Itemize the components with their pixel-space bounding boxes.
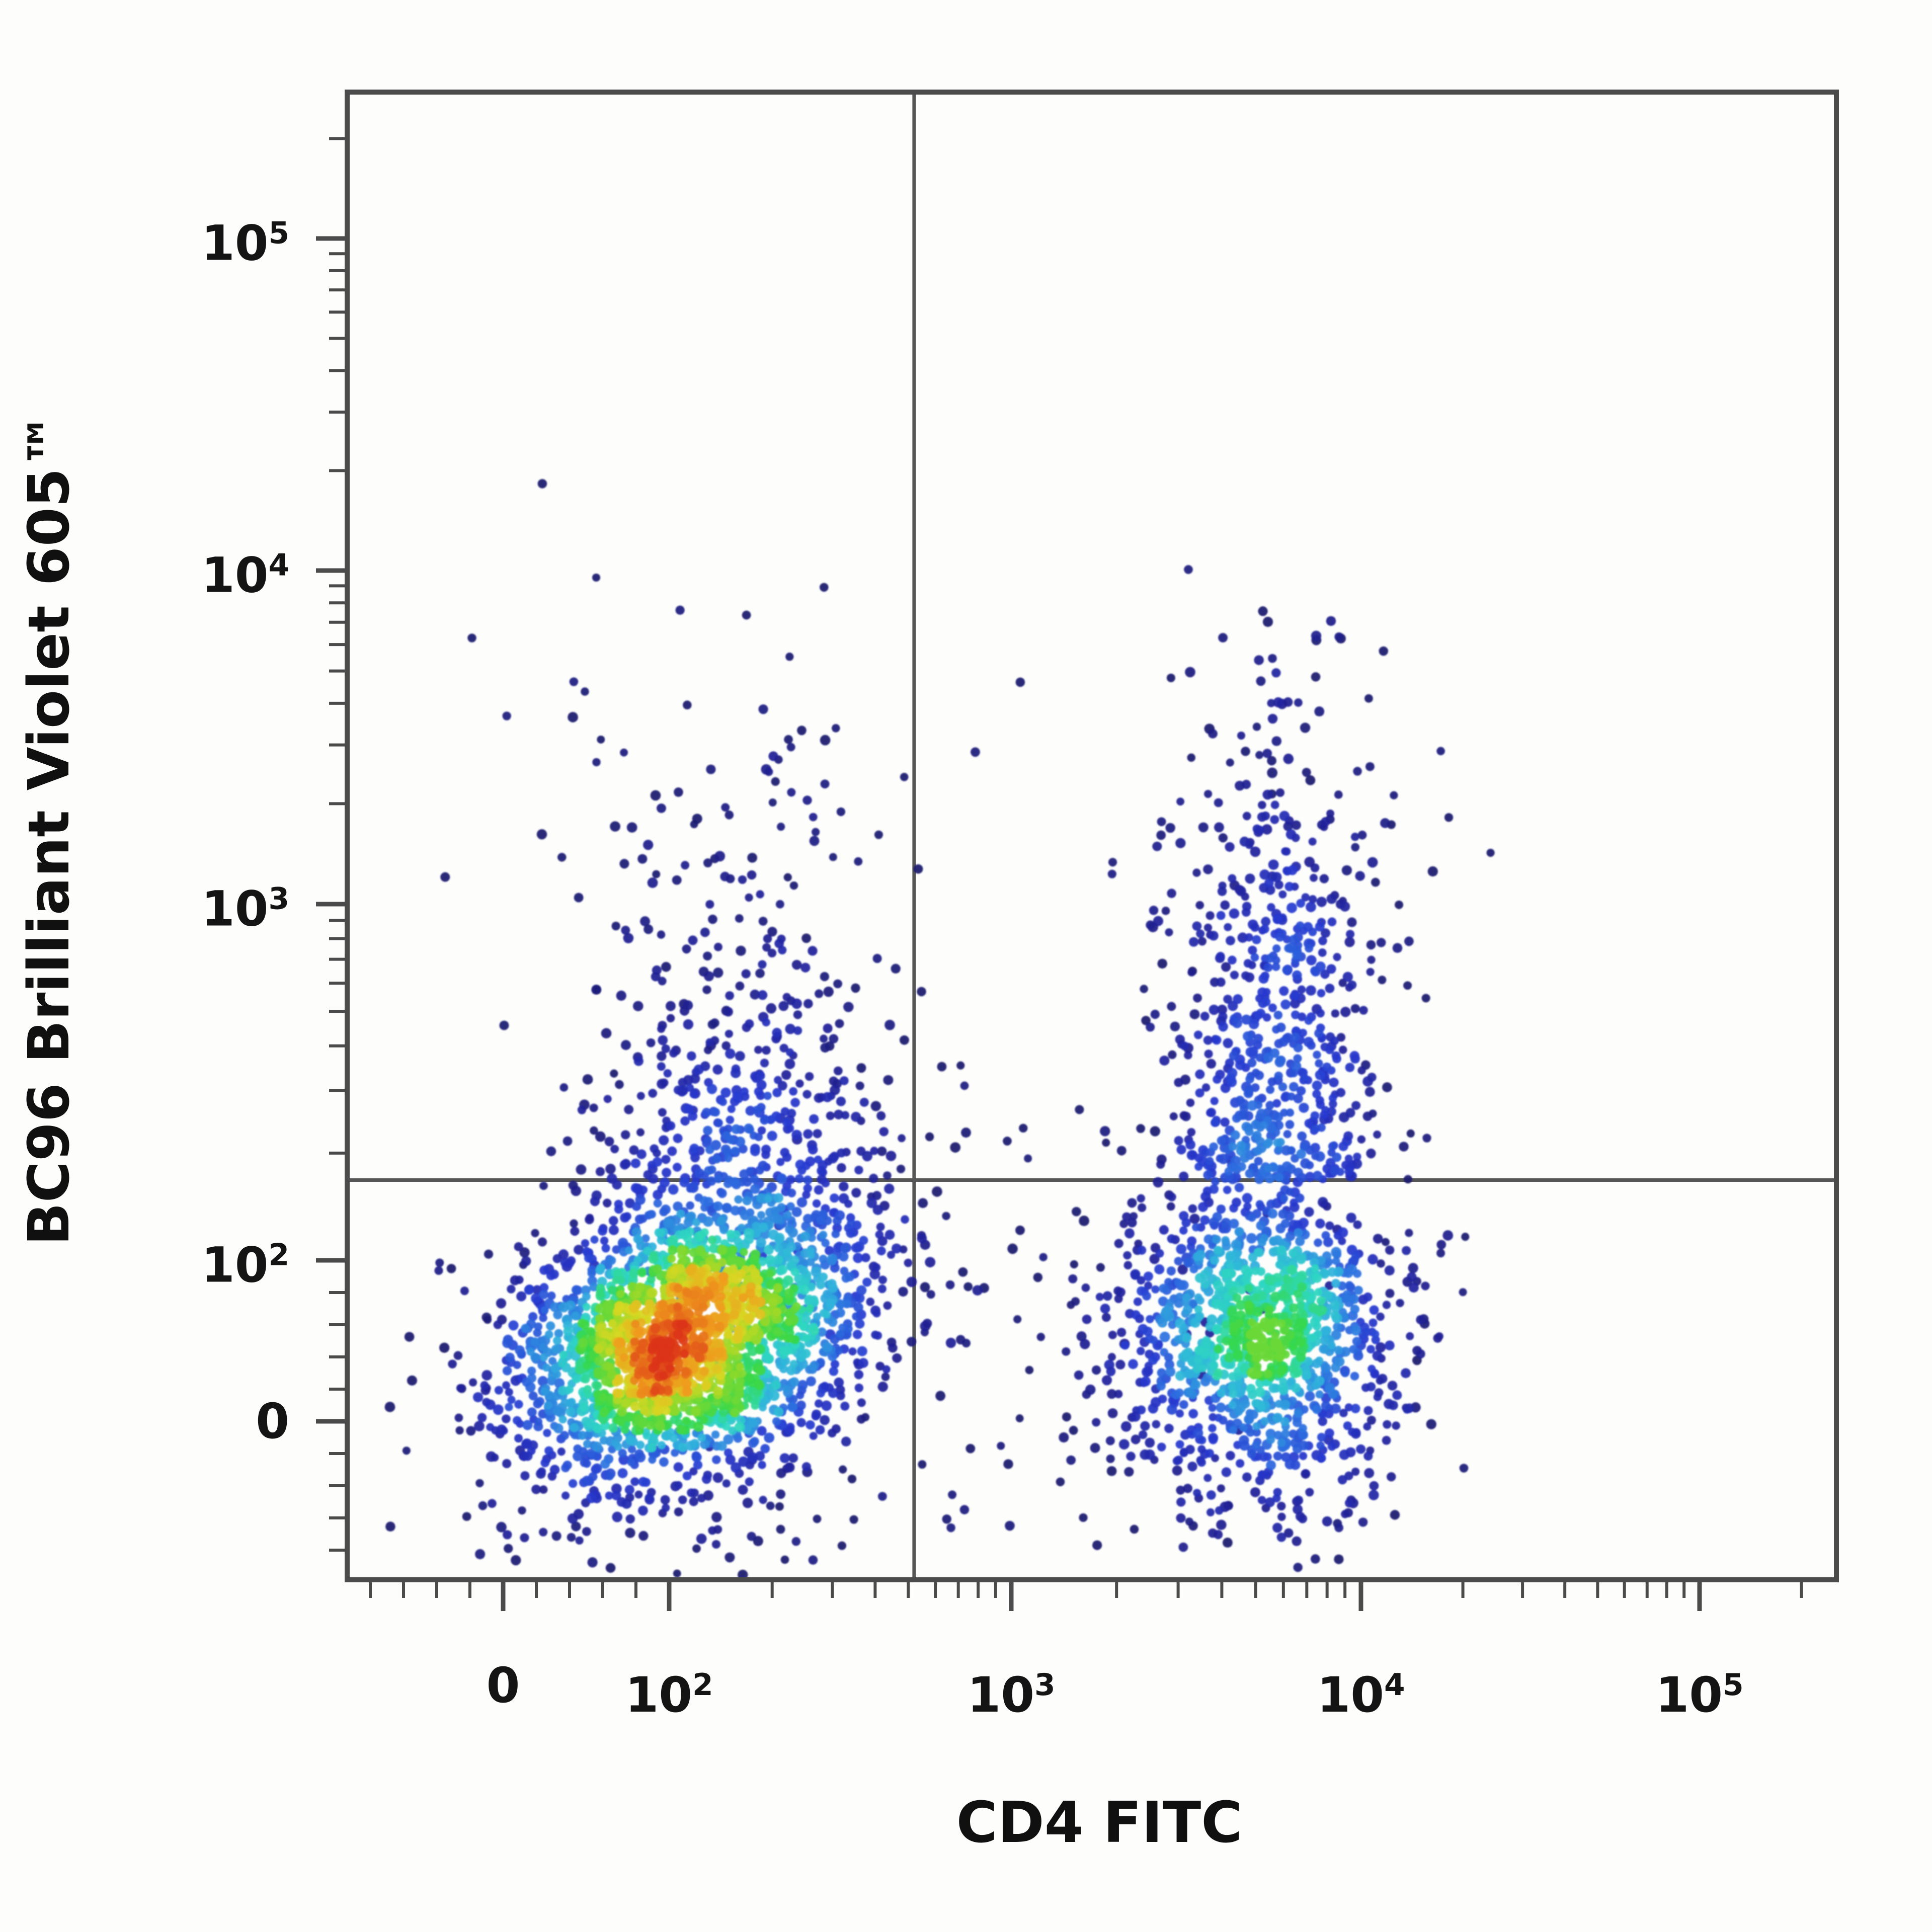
x-tick-label-10e4: 104 [1317, 1667, 1405, 1723]
x-tick-label-10e2: 102 [625, 1667, 713, 1723]
x-tick-label-10e5: 105 [1655, 1667, 1744, 1723]
x-axis-title: CD4 FITC [956, 1790, 1243, 1856]
y-tick-label-10e3: 103 [201, 880, 289, 937]
y-axis-title: BC96 Brilliant Violet 605™ [17, 412, 82, 1246]
y-tick-label-10e2: 102 [201, 1237, 289, 1294]
y-tick-label-10e5: 105 [201, 215, 289, 272]
y-tick-label-0: 0 [256, 1393, 289, 1450]
x-tick-label-0: 0 [486, 1657, 520, 1714]
x-tick-label-10e3: 103 [967, 1667, 1056, 1723]
y-tick-label-10e4: 104 [201, 547, 289, 604]
